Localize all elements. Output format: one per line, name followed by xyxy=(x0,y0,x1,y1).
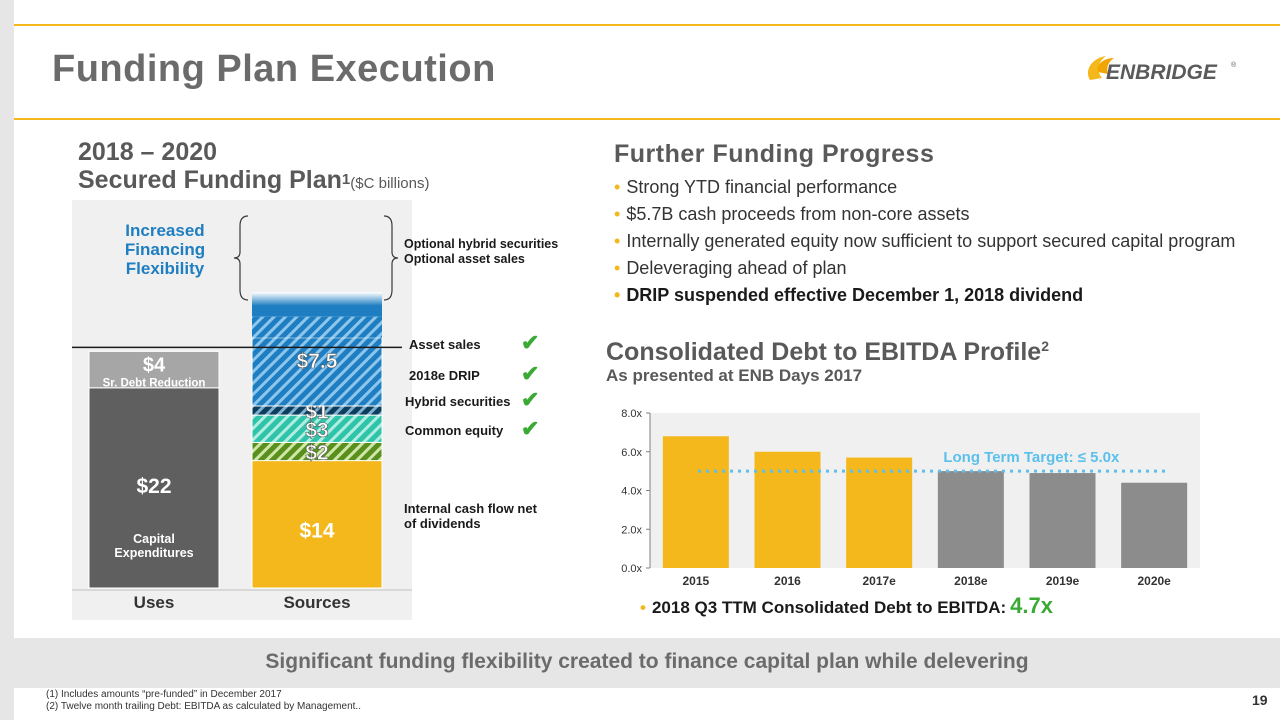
footnote-ref-1: 1 xyxy=(341,171,351,188)
sublabel-sr-debt-reduction: Sr. Debt Reduction xyxy=(103,377,206,389)
flexibility-label-text: Increased Financing Flexibility xyxy=(125,221,205,278)
hybrid-securities-label: Hybrid securities xyxy=(405,394,511,409)
top-rule xyxy=(14,24,1280,26)
funding-plan-title-line1: 2018 – 2020 xyxy=(78,138,218,166)
bar-segment-optional-hybrid-securities-asset-sales xyxy=(252,292,382,317)
list-item: • Internally generated equity now suffici… xyxy=(614,231,1236,251)
ttm-debt-ebitda: • 2018 Q3 TTM Consolidated Debt to EBITDA… xyxy=(640,593,1053,618)
debt-ebitda-subtitle: As presented at ENB Days 2017 xyxy=(606,366,863,385)
further-funding-title: Further Funding Progress xyxy=(614,140,935,168)
footnote-2: (2) Twelve month trailing Debt: EBITDA a… xyxy=(46,701,361,712)
x-tick-label-2020e: 2020e xyxy=(1137,574,1171,588)
list-item: • Strong YTD financial performance xyxy=(614,177,898,197)
footnote-1: (1) Includes amounts “pre-funded” in Dec… xyxy=(46,689,282,700)
funding-plan-title: 2018 – 2020 Secured Funding Plan1($C bil… xyxy=(78,138,429,198)
y-tick-label: 8.0x xyxy=(621,408,642,420)
check-icon-hybrid: ✔ xyxy=(521,387,540,412)
bar-segment-sr-debt-reduction xyxy=(88,350,220,389)
data-label-asset-sales: $7.5 xyxy=(297,350,338,373)
takeaway-text: Significant funding flexibility created … xyxy=(265,650,1029,673)
enbridge-flame-icon xyxy=(1087,56,1114,80)
data-label-hybrid-securities: $3 xyxy=(305,419,328,442)
flexibility-brace-right xyxy=(383,215,399,301)
takeaway-banner: Significant funding flexibility created … xyxy=(14,638,1280,688)
x-tick-label-2018e: 2018e xyxy=(954,574,988,588)
page-title: Funding Plan Execution xyxy=(52,48,496,90)
bar-2015 xyxy=(662,436,729,568)
debt-ebitda-title: Consolidated Debt to EBITDA Profile2 xyxy=(606,338,1049,366)
footnote-ref-2: 2 xyxy=(1041,338,1049,354)
y-tick-label: 6.0x xyxy=(621,447,642,459)
y-tick-label: 0.0x xyxy=(621,563,642,575)
y-tick-label: 2.0x xyxy=(621,524,642,536)
x-tick-label-2016: 2016 xyxy=(774,574,801,588)
bar-2018e xyxy=(937,471,1004,568)
check-icon-asset-sales: ✔ xyxy=(521,330,540,355)
bar-2020e xyxy=(1121,482,1188,568)
flexibility-label-line-2: Flexibility xyxy=(126,259,205,278)
data-label-capital-expenditures: $22 xyxy=(136,475,171,498)
bar-2016 xyxy=(754,451,821,568)
bar-segment-capital-expenditures xyxy=(88,387,220,589)
data-label-internal-cash-flow-net-of-dividends: $14 xyxy=(299,520,334,543)
ttm-label: 2018 Q3 TTM Consolidated Debt to EBITDA xyxy=(651,598,1001,617)
common-equity-label: Common equity xyxy=(405,423,504,438)
internal-cash-flow-label: Internal cash flow net of dividends xyxy=(404,501,537,531)
data-label-common-equity: $2 xyxy=(305,442,328,465)
data-label-sr-debt-reduction: $4 xyxy=(143,354,166,376)
optional-hybrid-label: Optional hybrid securities xyxy=(404,237,559,251)
debt-chart-plot-area xyxy=(650,413,1200,568)
list-item: • Deleveraging ahead of plan xyxy=(614,258,847,278)
x-tick-label-2019e: 2019e xyxy=(1046,574,1080,588)
further-funding-list: • Strong YTD financial performance • $5.7B… xyxy=(614,174,1235,309)
list-item: • $5.7B cash proceeds from non-core asset… xyxy=(614,204,970,224)
target-label: Long Term Target: ≤ 5.0x xyxy=(943,449,1120,466)
flexibility-brace-left xyxy=(233,215,249,301)
funding-plan-title-line2: Secured Funding Plan xyxy=(78,166,342,194)
bar-segment-asset-sales xyxy=(251,337,383,407)
flexibility-label-line-1: Financing xyxy=(125,240,205,259)
page-number: 19 xyxy=(1252,692,1268,708)
sublabel-capital-expenditures-1: Expenditures xyxy=(114,546,193,560)
funding-plan-units: ($C billions) xyxy=(350,175,430,192)
header-rule xyxy=(14,118,1280,120)
optional-asset-sales-label: Optional asset sales xyxy=(404,252,525,266)
bar-segment-internal-cash-flow-net-of-dividends xyxy=(251,460,383,589)
sublabel-capital-expenditures-0: Capital xyxy=(133,532,175,546)
category-label-uses: Uses xyxy=(134,593,175,612)
list-item: • DRIP suspended effective December 1, 20… xyxy=(614,285,1084,305)
ttm-separator: : xyxy=(1000,598,1007,617)
bar-segment-optional-hybrid-securities-asset-sales-hatched xyxy=(252,316,382,338)
flexibility-label: Increased Financing Flexibility xyxy=(125,221,205,278)
bar-2019e xyxy=(1029,473,1096,568)
category-label-sources: Sources xyxy=(283,593,350,612)
debt-ebitda-chart: 0.0x 2.0x 4.0x 6.0x 8.0x 2015 2016 2017e 2018e 2… xyxy=(621,408,1200,588)
left-accent-bar xyxy=(0,0,14,720)
optional-label: Optional hybrid securities Optional asse… xyxy=(404,237,558,267)
drip-label: 2018e DRIP xyxy=(409,368,480,383)
enbridge-logo: ENBRIDGE ® xyxy=(1087,56,1237,84)
logo-wordmark: ENBRIDGE xyxy=(1106,61,1218,84)
ttm-value: 4.7x xyxy=(1010,593,1053,618)
logo-registered-mark: ® xyxy=(1231,61,1237,69)
y-tick-label: 4.0x xyxy=(621,486,642,498)
x-tick-label-2017e: 2017e xyxy=(862,574,896,588)
asset-sales-label: Asset sales xyxy=(409,337,481,352)
bar-2017e xyxy=(846,457,913,568)
check-icon-common-equity: ✔ xyxy=(521,416,540,441)
check-icon-drip: ✔ xyxy=(521,361,540,386)
x-tick-label-2015: 2015 xyxy=(682,574,709,588)
flexibility-label-line-0: Increased xyxy=(125,221,204,240)
